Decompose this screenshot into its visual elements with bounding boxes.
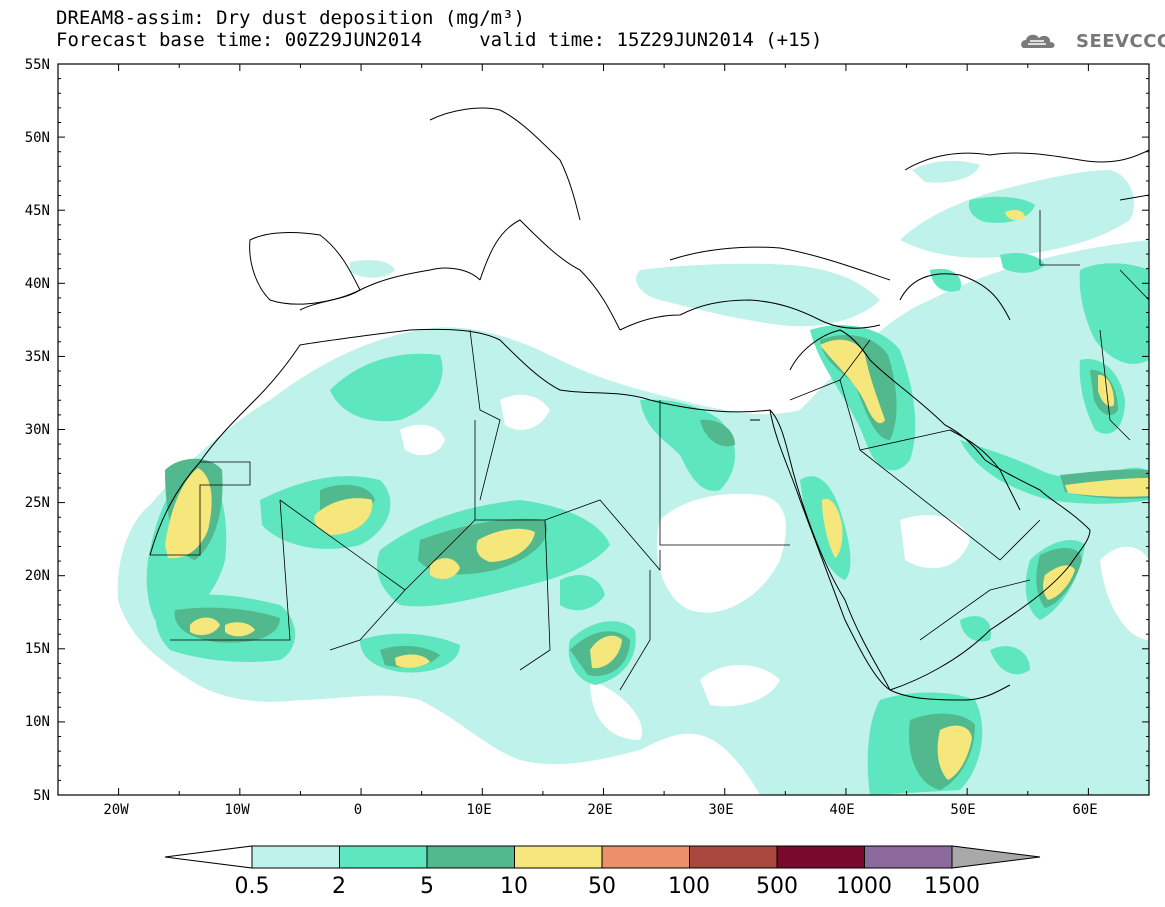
lon-label: 10E [466,802,491,818]
lat-label: 15N [25,641,50,657]
cloud-logo-icon [1021,34,1055,48]
lat-label: 55N [25,57,50,73]
axis-ticks [58,63,1149,796]
coastlines-and-borders [149,107,1149,701]
colorbar-level-label: 50 [588,874,616,899]
lon-label: 20W [103,802,129,818]
lat-label: 5N [33,788,50,804]
colorbar-level-label: 5 [420,874,434,899]
seevccc-logo-text: SEEVCCC [1076,31,1165,52]
colorbar-level-label: 1000 [836,874,892,899]
colorbar-labels: 0.5 2 5 10 50 100 500 1000 1500 [235,874,981,899]
colorbar-level-label: 0.5 [235,874,270,899]
colorbar-level-label: 1500 [924,874,980,899]
longitude-labels: 20W 10W 0 10E 20E 30E 40E 50E 60E [103,802,1097,818]
lat-label: 10N [25,714,50,730]
dust-level-10-50 [165,210,1149,780]
colorbar-swatch [514,845,603,869]
colorbar-swatch [251,845,340,869]
colorbar-over-triangle [951,845,1041,869]
country-borders [150,210,1149,691]
colorbar-level-label: 10 [500,874,528,899]
lon-label: 20E [587,802,612,818]
lon-label: 10W [224,802,250,818]
colorbar-swatch [864,845,953,869]
map-title: DREAM8-assim: Dry dust deposition (mg/m³… [56,7,525,29]
colorbar-level-label: 100 [668,874,710,899]
lat-label: 30N [25,422,50,438]
lon-label: 50E [950,802,975,818]
colorbar-swatch [601,845,690,869]
dust-level-0.5-2 [117,160,1149,795]
colorbar-swatch [426,845,515,869]
colorbar-level-label: 500 [756,874,798,899]
colorbar-under-triangle [164,845,253,869]
lat-label: 40N [25,276,50,292]
colorbar-swatch [776,845,865,869]
colorbar-legend [164,845,1041,869]
lon-label: 30E [708,802,733,818]
colorbar-swatch [689,845,778,869]
lat-label: 20N [25,568,50,584]
colorbar-level-label: 2 [332,874,346,899]
lat-label: 25N [25,495,50,511]
lat-label: 45N [25,203,50,219]
lon-label: 0 [354,802,362,818]
lat-label: 50N [25,130,50,146]
latitude-labels: 55N 50N 45N 40N 35N 30N 25N 20N 15N 10N … [25,57,50,804]
dust-gaps [400,394,1149,740]
lon-label: 60E [1072,802,1097,818]
dust-field [117,160,1149,795]
lon-label: 40E [829,802,854,818]
forecast-time-subtitle: Forecast base time: 00Z29JUN2014 valid t… [56,29,823,51]
lat-label: 35N [25,349,50,365]
colorbar-swatch [339,845,428,869]
